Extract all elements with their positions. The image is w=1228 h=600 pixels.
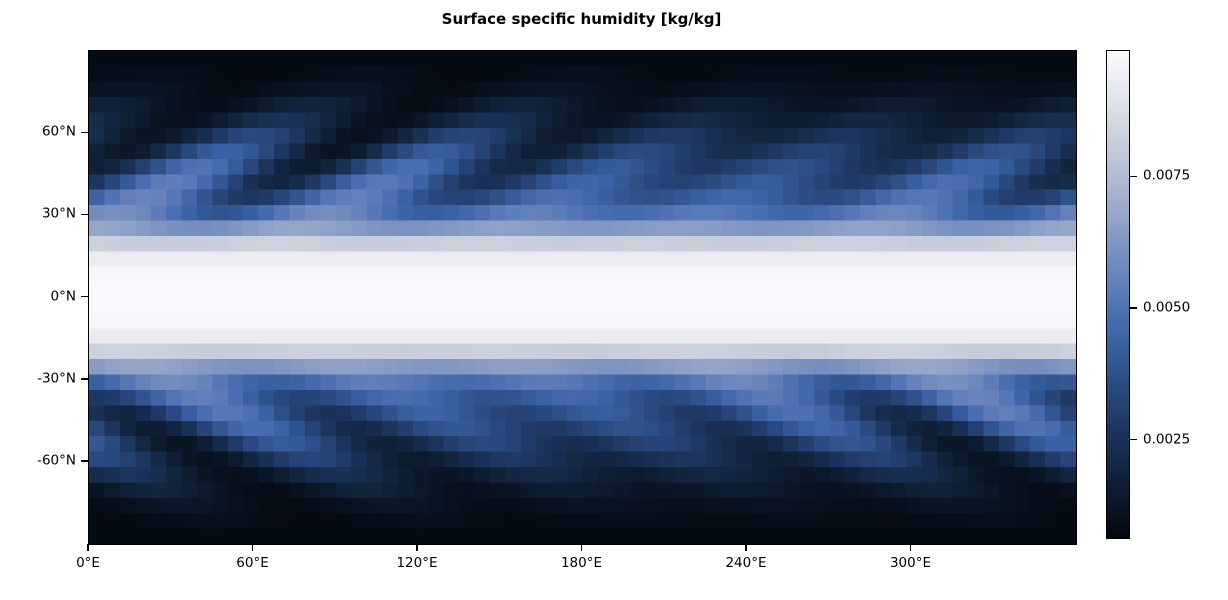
x-tick-label: 120°E (396, 555, 438, 571)
x-tick-mark (251, 544, 254, 551)
y-tick-mark (81, 131, 88, 134)
y-tick-mark (81, 213, 88, 216)
chart-title: Surface specific humidity [kg/kg] (441, 10, 722, 28)
colorbar-tick-label: 0.0075 (1143, 167, 1191, 184)
y-tick-mark (81, 296, 88, 298)
colorbar-tick-label: 0.0050 (1143, 299, 1191, 316)
x-tick-mark (909, 544, 912, 551)
colorbar-tick-label: 0.0025 (1143, 430, 1191, 447)
y-tick-label: -30°N (37, 369, 76, 386)
x-tick-mark (580, 544, 583, 551)
y-tick-mark (81, 460, 88, 462)
x-tick-label: 180°E (560, 555, 603, 571)
humidity-heatmap (89, 51, 1076, 544)
plot-frame (88, 50, 1077, 545)
y-tick-label: 30°N (41, 205, 76, 222)
colorbar-tick-mark (1130, 175, 1137, 178)
colorbar-tick-mark (1130, 307, 1137, 309)
x-tick-mark (87, 544, 89, 551)
x-tick-label: 0°E (76, 555, 100, 571)
x-tick-mark (416, 544, 418, 551)
x-tick-label: 240°E (725, 555, 767, 571)
colorbar-tick-mark (1130, 439, 1137, 441)
x-tick-label: 300°E (889, 555, 932, 571)
y-tick-mark (81, 378, 88, 380)
y-tick-label: 60°N (41, 123, 76, 140)
colorbar (1106, 50, 1130, 539)
x-tick-label: 60°E (236, 555, 269, 571)
colorbar-gradient (1107, 51, 1129, 538)
y-tick-label: 0°N (50, 287, 76, 304)
y-tick-label: -60°N (37, 452, 76, 469)
x-tick-mark (745, 544, 747, 551)
